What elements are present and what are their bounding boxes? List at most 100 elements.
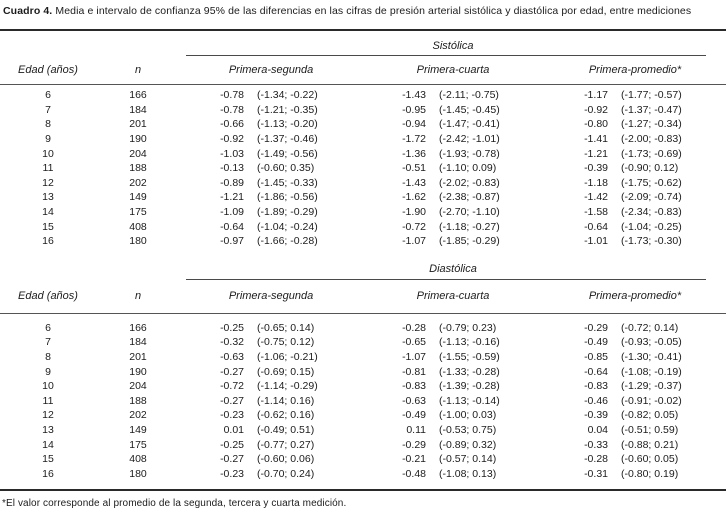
primera-cuarta-mean-cell: -0.83: [402, 380, 426, 393]
primera-promedio-ci-cell: (-1.77; -0.57): [621, 89, 682, 102]
table-number: Cuadro 4.: [3, 5, 53, 17]
edad-cell: 7: [45, 103, 51, 116]
title-divider: [0, 29, 726, 31]
primera-promedio-ci-cell: (-1.37; -0.47): [621, 103, 682, 116]
primera-segunda-mean-cell: 0.01: [223, 423, 244, 436]
table-row: 11 188 -0.13 (-0.60; 0.35) -0.51 (-1.10;…: [0, 161, 726, 176]
primera-segunda-mean-cell: -0.27: [220, 365, 244, 378]
table-section: Sistólica Edad (años) n Primera-segunda …: [0, 31, 726, 253]
primera-promedio-mean-cell: -1.42: [584, 191, 608, 204]
primera-cuarta-mean-cell: -0.51: [402, 162, 426, 175]
edad-cell: 16: [42, 467, 54, 480]
primera-promedio-mean-cell: -0.28: [584, 453, 608, 466]
primera-segunda-ci-cell: (-1.21; -0.35): [257, 103, 318, 116]
primera-promedio-mean-cell: -1.01: [584, 235, 608, 248]
primera-segunda-mean-cell: -1.03: [220, 147, 244, 160]
n-cell: 190: [129, 133, 147, 146]
edad-cell: 9: [45, 133, 51, 146]
edad-cell: 16: [42, 235, 54, 248]
primera-promedio-mean-cell: -0.29: [584, 321, 608, 334]
col-header-n: n: [134, 64, 142, 76]
n-cell: 201: [129, 351, 147, 364]
col-header-primera-promedio: Primera-promedio*: [588, 64, 682, 76]
n-cell: 180: [129, 467, 147, 480]
primera-segunda-mean-cell: -0.66: [220, 118, 244, 131]
primera-cuarta-ci-cell: (-2.42; -1.01): [439, 133, 500, 146]
table-row: 8 201 -0.63 (-1.06; -0.21) -1.07 (-1.55;…: [0, 350, 726, 365]
section-group-header: Sistólica: [432, 40, 474, 52]
primera-segunda-ci-cell: (-1.34; -0.22): [257, 89, 318, 102]
primera-segunda-mean-cell: -1.21: [220, 191, 244, 204]
table-caption: Media e intervalo de confianza 95% de la…: [52, 5, 692, 17]
section-rows: 6 166 -0.78 (-1.34; -0.22) -1.43 (-2.11;…: [0, 85, 726, 253]
n-cell: 204: [129, 380, 147, 393]
group-header-row: Sistólica: [0, 31, 726, 55]
primera-cuarta-mean-cell: -1.07: [402, 235, 426, 248]
edad-cell: 15: [42, 453, 54, 466]
col-header-primera-cuarta: Primera-cuarta: [416, 64, 490, 76]
primera-promedio-mean-cell: -0.64: [584, 365, 608, 378]
primera-cuarta-mean-cell: -0.63: [402, 394, 426, 407]
n-cell: 180: [129, 235, 147, 248]
primera-segunda-mean-cell: -0.27: [220, 394, 244, 407]
n-cell: 202: [129, 176, 147, 189]
primera-cuarta-ci-cell: (-2.11; -0.75): [439, 89, 499, 102]
table-row: 13 149 0.01 (-0.49; 0.51) 0.11 (-0.53; 0…: [0, 423, 726, 438]
edad-cell: 6: [45, 89, 51, 102]
primera-cuarta-mean-cell: -1.90: [402, 206, 426, 219]
primera-promedio-mean-cell: -0.92: [584, 103, 608, 116]
edad-cell: 13: [42, 423, 54, 436]
n-cell: 184: [129, 103, 147, 116]
table-body: Sistólica Edad (años) n Primera-segunda …: [0, 31, 726, 485]
primera-cuarta-ci-cell: (-0.79; 0.23): [439, 321, 497, 334]
primera-promedio-mean-cell: -0.46: [584, 394, 608, 407]
primera-segunda-ci-cell: (-0.75; 0.12): [257, 336, 315, 349]
primera-cuarta-ci-cell: (-1.93; -0.78): [439, 147, 500, 160]
primera-cuarta-mean-cell: -0.72: [402, 220, 426, 233]
primera-segunda-ci-cell: (-1.49; -0.56): [257, 147, 318, 160]
col-header-edad: Edad (años): [18, 290, 78, 303]
primera-promedio-ci-cell: (-0.60; 0.05): [621, 453, 679, 466]
table-section: Diastólica Edad (años) n Primera-segunda…: [0, 253, 726, 486]
primera-promedio-ci-cell: (-1.73; -0.30): [621, 235, 682, 248]
primera-cuarta-mean-cell: -0.65: [402, 336, 426, 349]
primera-promedio-ci-cell: (-0.91; -0.02): [621, 394, 682, 407]
primera-promedio-mean-cell: -1.58: [584, 206, 608, 219]
n-cell: 202: [129, 409, 147, 422]
table-row: 9 190 -0.27 (-0.69; 0.15) -0.81 (-1.33; …: [0, 364, 726, 379]
col-header-primera-segunda: Primera-segunda: [228, 290, 314, 303]
edad-cell: 11: [42, 394, 54, 407]
primera-promedio-ci-cell: (-1.30; -0.41): [621, 351, 682, 364]
table-row: 13 149 -1.21 (-1.86; -0.56) -1.62 (-2.38…: [0, 190, 726, 205]
n-cell: 166: [129, 89, 147, 102]
primera-segunda-ci-cell: (-1.66; -0.28): [257, 235, 318, 248]
primera-segunda-mean-cell: -0.27: [220, 453, 244, 466]
primera-cuarta-ci-cell: (-1.08; 0.13): [439, 467, 497, 480]
edad-cell: 14: [42, 438, 54, 451]
primera-segunda-ci-cell: (-0.49; 0.51): [257, 423, 315, 436]
edad-cell: 15: [42, 220, 54, 233]
primera-segunda-mean-cell: -0.92: [220, 133, 244, 146]
primera-cuarta-ci-cell: (-1.39; -0.28): [439, 380, 500, 393]
primera-cuarta-mean-cell: -0.48: [402, 467, 426, 480]
primera-cuarta-mean-cell: -0.21: [402, 453, 426, 466]
primera-promedio-mean-cell: -0.85: [584, 351, 608, 364]
primera-segunda-mean-cell: -1.09: [220, 206, 244, 219]
primera-segunda-ci-cell: (-1.86; -0.56): [257, 191, 318, 204]
col-header-primera-segunda: Primera-segunda: [228, 64, 314, 76]
primera-cuarta-mean-cell: 0.11: [406, 423, 426, 436]
group-rule-row: [0, 278, 726, 280]
primera-segunda-mean-cell: -0.25: [220, 321, 244, 334]
primera-cuarta-ci-cell: (-1.45; -0.45): [439, 103, 500, 116]
edad-cell: 12: [42, 176, 54, 189]
n-cell: 408: [129, 220, 147, 233]
primera-segunda-mean-cell: -0.63: [220, 351, 244, 364]
col-header-edad: Edad (años): [18, 64, 78, 76]
n-cell: 184: [129, 336, 147, 349]
primera-segunda-ci-cell: (-1.45; -0.33): [257, 176, 318, 189]
table-row: 6 166 -0.78 (-1.34; -0.22) -1.43 (-2.11;…: [0, 88, 726, 103]
primera-promedio-ci-cell: (-0.88; 0.21): [621, 438, 679, 451]
primera-segunda-ci-cell: (-1.14; -0.29): [257, 380, 318, 393]
table-row: 7 184 -0.32 (-0.75; 0.12) -0.65 (-1.13; …: [0, 335, 726, 350]
primera-cuarta-ci-cell: (-1.00; 0.03): [439, 409, 497, 422]
